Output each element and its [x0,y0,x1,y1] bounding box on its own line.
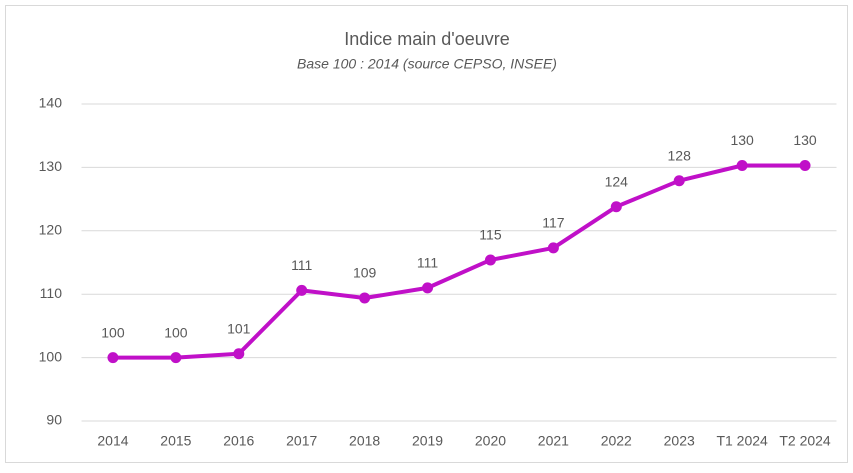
chart-subtitle: Base 100 : 2014 (source CEPSO, INSEE) [297,56,557,72]
data-label: 111 [417,255,438,271]
point [484,254,496,266]
data-label: 124 [605,173,629,189]
x-tick-label: T2 2024 [779,433,831,449]
x-tick-label: 2014 [97,433,128,449]
point [610,201,622,213]
data-label: 128 [668,147,692,163]
x-tick-label: 2021 [538,433,569,449]
point [107,352,119,364]
data-label: 100 [164,324,188,340]
x-tick-label: 2018 [349,433,380,449]
point [547,242,559,254]
data-label: 117 [542,215,565,231]
data-label: 109 [353,265,377,281]
x-tick-label: 2017 [286,433,317,449]
x-tick-label: T1 2024 [716,433,768,449]
point [799,159,811,171]
data-label: 115 [479,227,502,243]
x-tick-label: 2022 [601,433,632,449]
series-line [112,163,806,360]
data-label: 101 [227,320,251,336]
data-label: 100 [101,324,125,340]
y-tick-label: 100 [39,348,63,364]
x-tick-label: 2019 [412,433,443,449]
x-tick-label: 2016 [223,433,254,449]
point [296,284,308,296]
y-tick-label: 130 [39,158,63,174]
point [673,175,685,187]
y-tick-label: 120 [39,222,63,238]
x-tick-label: 2020 [475,433,506,449]
data-label: 111 [291,257,312,273]
chart-border [5,5,848,463]
x-tick-label: 2023 [664,433,695,449]
data-label: 130 [730,132,754,148]
point [170,352,182,364]
point [422,282,434,294]
chart-title: Indice main d'oeuvre [344,29,510,49]
y-tick-label: 90 [46,412,62,428]
point [359,292,371,304]
y-tick-label: 110 [40,285,63,301]
data-label: 130 [793,132,817,148]
point [233,348,245,360]
x-tick-label: 2015 [160,433,191,449]
point [736,159,748,171]
y-tick-label: 140 [39,95,63,111]
